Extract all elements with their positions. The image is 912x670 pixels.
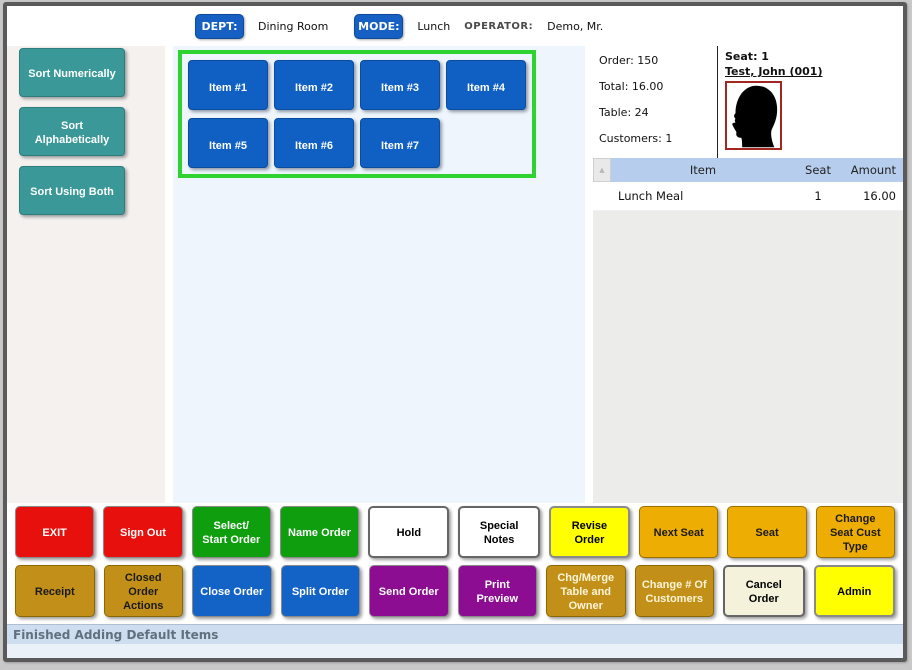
head-silhouette-icon — [727, 84, 780, 148]
dept-value: Dining Room — [258, 19, 329, 33]
order-panel: Order: 150 Total: 16.00 Table: 24 Custom… — [591, 46, 903, 503]
seat-section: Seat: 1 Test, John (001) — [717, 46, 903, 158]
cell-seat: 1 — [814, 189, 822, 203]
cancel-order-button[interactable]: Cancel Order — [723, 565, 805, 617]
status-message: Finished Adding Default Items — [13, 627, 219, 642]
order-info: Order: 150 Total: 16.00 Table: 24 Custom… — [591, 46, 903, 158]
item-button-4[interactable]: Item #4 — [446, 60, 526, 110]
operator-value: Demo, Mr. — [547, 19, 604, 33]
item-grid-highlight: Item #1 Item #2 Item #3 Item #4 Item #5 … — [178, 50, 536, 178]
sidebar: Sort Numerically Sort Alphabetically Sor… — [7, 46, 165, 503]
pos-window: DEPT: Dining Room MODE: Lunch OPERATOR: … — [3, 2, 907, 662]
sort-alphabetically-button[interactable]: Sort Alphabetically — [19, 107, 125, 156]
sort-using-both-button[interactable]: Sort Using Both — [19, 166, 125, 215]
item-button-2[interactable]: Item #2 — [274, 60, 354, 110]
exit-button[interactable]: EXIT — [15, 506, 95, 558]
column-header-amount[interactable]: Amount — [841, 158, 903, 182]
close-order-button[interactable]: Close Order — [192, 565, 272, 617]
dept-button[interactable]: DEPT: — [195, 13, 244, 39]
next-seat-button[interactable]: Next Seat — [639, 506, 719, 558]
table-header: ▲ Item Seat Amount — [593, 158, 903, 182]
main-area: Sort Numerically Sort Alphabetically Sor… — [7, 46, 903, 503]
mode-value: Lunch — [417, 19, 451, 33]
sort-column-button[interactable]: ▲ — [593, 158, 611, 182]
mode-button[interactable]: MODE: — [354, 13, 404, 39]
top-bar: DEPT: Dining Room MODE: Lunch OPERATOR: … — [7, 6, 903, 46]
operator-label: OPERATOR: — [464, 20, 534, 32]
customer-photo[interactable] — [725, 81, 782, 150]
order-facts: Order: 150 Total: 16.00 Table: 24 Custom… — [591, 46, 717, 158]
order-total: Total: 16.00 — [599, 80, 664, 93]
order-number: Order: 150 — [599, 54, 659, 67]
revise-order-button[interactable]: Revise Order — [548, 506, 631, 558]
status-bar: Finished Adding Default Items — [7, 624, 903, 644]
sort-arrow-icon: ▲ — [599, 166, 605, 174]
seat-button[interactable]: Seat — [727, 506, 807, 558]
item-button-6[interactable]: Item #6 — [274, 118, 354, 168]
column-header-seat[interactable]: Seat — [795, 158, 841, 182]
sort-numerically-button[interactable]: Sort Numerically — [19, 48, 125, 97]
send-order-button[interactable]: Send Order — [369, 565, 449, 617]
split-order-button[interactable]: Split Order — [280, 565, 360, 617]
select-start-order-button[interactable]: Select/ Start Order — [191, 506, 271, 558]
action-button-area: EXIT Sign Out Select/ Start Order Name O… — [7, 503, 903, 624]
item-button-3[interactable]: Item #3 — [360, 60, 440, 110]
seat-label: Seat: 1 — [725, 50, 769, 63]
customer-name[interactable]: Test, John (001) — [725, 65, 823, 78]
change-num-customers-button[interactable]: Change # Of Customers — [634, 565, 714, 617]
name-order-button[interactable]: Name Order — [279, 506, 360, 558]
admin-button[interactable]: Admin — [813, 565, 895, 617]
change-seat-cust-type-button[interactable]: Change Seat Cust Type — [815, 506, 895, 558]
order-table-number: Table: 24 — [599, 106, 649, 119]
order-items-table: ▲ Item Seat Amount Lunch Meal 1 16.00 — [593, 158, 903, 503]
footer-strip — [7, 644, 903, 658]
cell-amount: 16.00 — [863, 189, 896, 203]
sign-out-button[interactable]: Sign Out — [103, 506, 183, 558]
cell-item: Lunch Meal — [618, 189, 684, 203]
menu-panel: Item #1 Item #2 Item #3 Item #4 Item #5 … — [173, 46, 585, 503]
table-row[interactable]: Lunch Meal 1 16.00 — [593, 182, 903, 211]
special-notes-button[interactable]: Special Notes — [458, 506, 540, 558]
action-row-2: Receipt Closed Order Actions Close Order… — [15, 565, 895, 617]
chg-merge-table-owner-button[interactable]: Chg/Merge Table and Owner — [546, 565, 626, 617]
hold-button[interactable]: Hold — [368, 506, 450, 558]
column-header-item[interactable]: Item — [611, 158, 795, 182]
item-button-5[interactable]: Item #5 — [188, 118, 268, 168]
receipt-button[interactable]: Receipt — [15, 565, 95, 617]
order-customers: Customers: 1 — [599, 132, 673, 145]
print-preview-button[interactable]: Print Preview — [457, 565, 537, 617]
item-button-1[interactable]: Item #1 — [188, 60, 268, 110]
table-empty-area — [593, 211, 903, 503]
item-button-7[interactable]: Item #7 — [360, 118, 440, 168]
closed-order-actions-button[interactable]: Closed Order Actions — [103, 565, 183, 617]
action-row-1: EXIT Sign Out Select/ Start Order Name O… — [15, 506, 895, 558]
